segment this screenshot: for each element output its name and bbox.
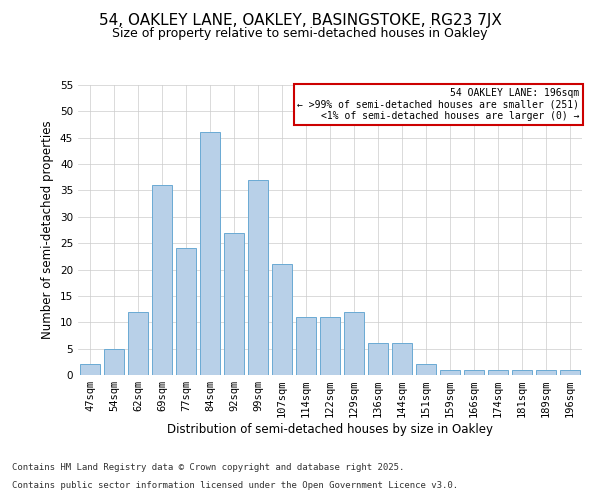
- Bar: [416, 364, 436, 375]
- Text: Size of property relative to semi-detached houses in Oakley: Size of property relative to semi-detach…: [112, 28, 488, 40]
- Bar: [488, 370, 508, 375]
- Bar: [464, 370, 484, 375]
- Text: Contains HM Land Registry data © Crown copyright and database right 2025.: Contains HM Land Registry data © Crown c…: [12, 464, 404, 472]
- Bar: [224, 232, 244, 375]
- Bar: [512, 370, 532, 375]
- Bar: [104, 348, 124, 375]
- Bar: [368, 344, 388, 375]
- Text: 54 OAKLEY LANE: 196sqm
← >99% of semi-detached houses are smaller (251)
<1% of s: 54 OAKLEY LANE: 196sqm ← >99% of semi-de…: [298, 88, 580, 121]
- Y-axis label: Number of semi-detached properties: Number of semi-detached properties: [41, 120, 55, 340]
- Bar: [344, 312, 364, 375]
- Bar: [440, 370, 460, 375]
- Bar: [80, 364, 100, 375]
- X-axis label: Distribution of semi-detached houses by size in Oakley: Distribution of semi-detached houses by …: [167, 423, 493, 436]
- Text: 54, OAKLEY LANE, OAKLEY, BASINGSTOKE, RG23 7JX: 54, OAKLEY LANE, OAKLEY, BASINGSTOKE, RG…: [98, 12, 502, 28]
- Bar: [536, 370, 556, 375]
- Bar: [248, 180, 268, 375]
- Bar: [272, 264, 292, 375]
- Bar: [152, 185, 172, 375]
- Bar: [392, 344, 412, 375]
- Bar: [320, 317, 340, 375]
- Bar: [560, 370, 580, 375]
- Text: Contains public sector information licensed under the Open Government Licence v3: Contains public sector information licen…: [12, 481, 458, 490]
- Bar: [176, 248, 196, 375]
- Bar: [200, 132, 220, 375]
- Bar: [296, 317, 316, 375]
- Bar: [128, 312, 148, 375]
